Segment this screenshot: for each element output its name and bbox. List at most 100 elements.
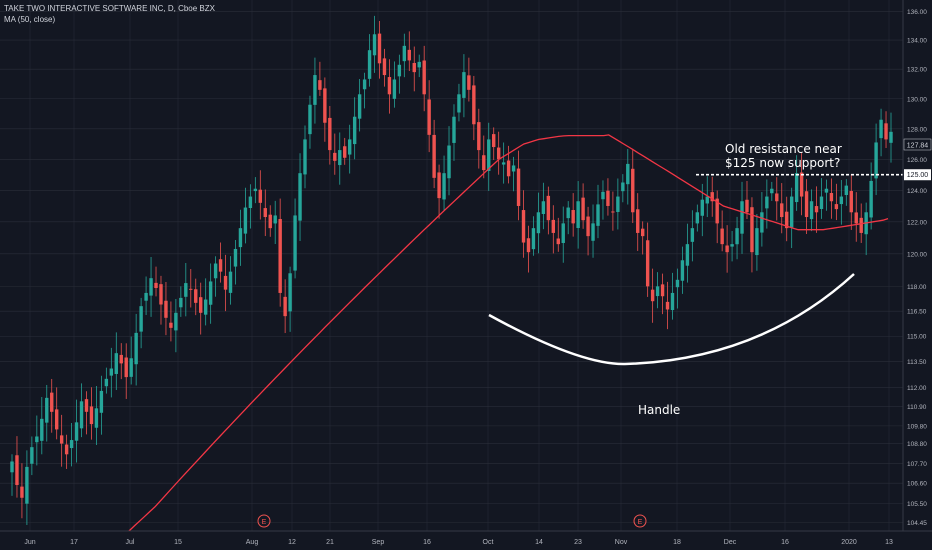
candle-body — [129, 358, 133, 377]
candle-body — [104, 378, 109, 387]
candle-body — [496, 147, 501, 160]
candle-body — [561, 223, 565, 244]
candle-body — [621, 182, 625, 192]
candle-body — [258, 189, 263, 203]
time-tick-label: 2020 — [841, 539, 857, 546]
price-tick-label: 116.50 — [907, 309, 927, 316]
price-tick-label: 112.00 — [907, 385, 927, 392]
candle-body — [531, 228, 536, 250]
candle-body — [303, 139, 307, 175]
candle-body — [268, 214, 272, 229]
candle-body — [397, 64, 402, 77]
candle-body — [636, 209, 640, 233]
candle-body — [109, 368, 114, 376]
candle-body — [660, 284, 665, 297]
earnings-marker-1[interactable]: E — [257, 514, 271, 528]
symbol-legend[interactable]: TAKE TWO INTERACTIVE SOFTWARE INC, D, Cb… — [4, 4, 215, 13]
candle-body — [25, 466, 29, 504]
candle-body — [616, 196, 620, 212]
candle-body — [323, 88, 327, 123]
candle-body — [328, 117, 332, 151]
candle-body — [99, 390, 104, 413]
candle-body — [69, 440, 74, 449]
handle-annotation[interactable]: Handle — [638, 403, 681, 417]
candle-body — [362, 79, 367, 90]
candle-body — [357, 94, 362, 119]
candle-body — [700, 199, 704, 216]
candle-body — [477, 122, 481, 151]
candle-body — [551, 219, 556, 233]
candle-body — [223, 275, 228, 290]
candle-body — [859, 217, 863, 233]
time-tick-label: 16 — [423, 539, 431, 546]
time-axis-panel — [0, 531, 932, 550]
candle-body — [541, 201, 546, 214]
candle-body — [596, 204, 600, 226]
candle-body — [427, 99, 431, 135]
price-tick-label: 136.00 — [907, 9, 927, 16]
candle-body — [665, 301, 670, 310]
candle-body — [288, 273, 292, 312]
price-tick-label: 105.50 — [907, 501, 927, 508]
price-tick-label: 110.90 — [907, 404, 927, 411]
time-tick-label: 12 — [288, 539, 296, 546]
annotation-line-1: Old resistance near — [725, 142, 842, 156]
candle-body — [84, 399, 89, 412]
time-tick-label: Sep — [372, 539, 385, 546]
candle-body — [675, 279, 680, 288]
candle-body — [59, 435, 64, 444]
candle-body — [705, 196, 709, 204]
candle-body — [308, 104, 312, 135]
candle-body — [501, 162, 506, 165]
candle-body — [690, 228, 695, 242]
time-tick-label: 15 — [174, 539, 182, 546]
candle-body — [854, 212, 858, 224]
resistance-annotation[interactable]: Old resistance near $125 now support? — [725, 142, 842, 170]
price-tick-label: 106.60 — [907, 481, 927, 488]
indicator-legend[interactable]: MA (50, close) — [4, 15, 56, 24]
candle-body — [343, 146, 347, 158]
candle-body — [750, 207, 754, 253]
candle-body — [775, 193, 779, 202]
candle-body — [377, 33, 382, 64]
candle-body — [437, 172, 441, 199]
candle-body — [506, 160, 511, 177]
candle-body — [154, 282, 158, 289]
candle-body — [402, 45, 407, 62]
candle-body — [253, 188, 258, 192]
price-tick-label: 124.00 — [907, 188, 927, 195]
candle-body — [511, 165, 516, 172]
candle-body — [313, 75, 317, 105]
candle-body — [218, 259, 223, 272]
candle-body — [139, 306, 143, 332]
price-tick-label: 108.80 — [907, 441, 927, 448]
candle-body — [15, 455, 19, 485]
candle-body — [30, 447, 34, 464]
candle-body — [462, 72, 466, 98]
candle-body — [601, 191, 605, 200]
cup-arc[interactable] — [488, 273, 855, 366]
candle-body — [248, 196, 253, 209]
time-tick-label: 16 — [781, 539, 789, 546]
candle-body — [417, 61, 421, 68]
candle-body — [119, 354, 123, 364]
time-tick-label: Aug — [246, 539, 259, 546]
price-tick-label: 107.70 — [907, 461, 927, 468]
candle-body — [189, 288, 193, 290]
earnings-marker-2[interactable]: E — [633, 514, 647, 528]
candle-body — [45, 397, 49, 423]
candle-body — [566, 207, 570, 219]
time-axis-ticks: Jun 17 Jul 15 Aug 12 21 Sep 16 Oct 14 23 Nov 18 Dec 16 2… — [24, 539, 893, 546]
candle-body — [884, 123, 888, 140]
candle-body — [293, 215, 297, 271]
candle-body — [879, 119, 883, 139]
time-tick-label: Nov — [615, 539, 628, 546]
candle-body — [124, 357, 128, 378]
candle-body — [695, 212, 700, 224]
candle-body — [710, 192, 714, 202]
price-tick-label: 126.00 — [907, 157, 927, 164]
candle-body — [452, 116, 456, 143]
candle-body — [457, 94, 461, 113]
candle-body — [199, 297, 203, 313]
